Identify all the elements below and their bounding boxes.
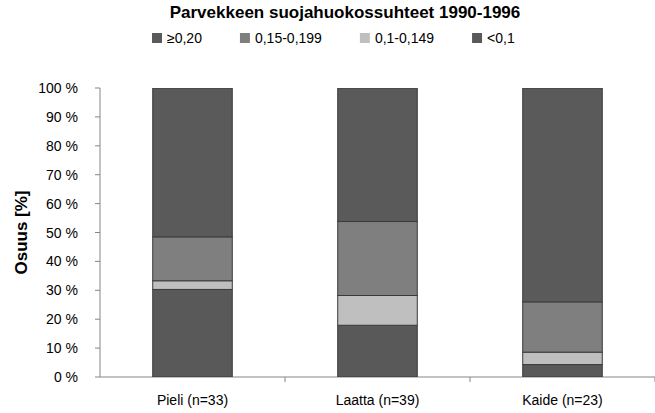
- y-tick-label: 70 %: [46, 167, 78, 183]
- y-tick-label: 40 %: [46, 253, 78, 269]
- y-tick: [95, 145, 100, 146]
- x-tick-label: Kaide (n=23): [522, 392, 603, 408]
- chart: Parvekkeen suojahuokossuhteet 1990-1996 O…: [0, 0, 655, 413]
- legend-swatch: [472, 33, 482, 43]
- bar-segment: [523, 88, 603, 302]
- bar-segment: [523, 352, 603, 364]
- bar-segment: [523, 302, 603, 352]
- x-tick: [470, 377, 471, 382]
- bar-segment: [338, 296, 418, 326]
- y-tick: [95, 348, 100, 349]
- legend-swatch: [152, 33, 162, 43]
- legend-swatch: [360, 33, 370, 43]
- y-tick-label: 20 %: [46, 311, 78, 327]
- y-tick-label: 90 %: [46, 109, 78, 125]
- y-tick-label: 80 %: [46, 138, 78, 154]
- y-axis-label: Osuus [%]: [12, 190, 31, 274]
- y-tick-label: 60 %: [46, 196, 78, 212]
- legend-label: <0,1: [487, 30, 515, 46]
- legend-swatch: [240, 33, 250, 43]
- y-tick: [95, 174, 100, 175]
- y-tick-label: 30 %: [46, 282, 78, 298]
- bar-segment: [338, 222, 418, 296]
- y-tick-label: 10 %: [46, 340, 78, 356]
- bar-segment: [338, 325, 418, 377]
- y-tick: [95, 319, 100, 320]
- y-tick: [95, 261, 100, 262]
- y-axis: [100, 88, 101, 377]
- x-tick: [285, 377, 286, 382]
- y-tick: [95, 88, 100, 89]
- y-tick: [95, 290, 100, 291]
- y-tick: [95, 377, 100, 378]
- bar-segment: [523, 365, 603, 377]
- bar-segment: [338, 88, 418, 222]
- legend-label: 0,1-0,149: [375, 30, 434, 46]
- y-tick: [95, 116, 100, 117]
- bars: [153, 88, 603, 377]
- y-tick-label: 50 %: [46, 225, 78, 241]
- bar-segment: [153, 289, 233, 377]
- x-tick-label: Pieli (n=33): [157, 392, 228, 408]
- y-tick-label: 0 %: [54, 369, 78, 385]
- y-tick: [95, 232, 100, 233]
- y-tick: [95, 203, 100, 204]
- bar-segment: [153, 281, 233, 290]
- title: Parvekkeen suojahuokossuhteet 1990-1996: [170, 3, 521, 22]
- y-tick-label: 100 %: [38, 80, 78, 96]
- bar-segment: [153, 237, 233, 281]
- legend-label: ≥0,20: [167, 30, 202, 46]
- bar-segment: [153, 88, 233, 237]
- legend-label: 0,15-0,199: [255, 30, 322, 46]
- x-tick-label: Laatta (n=39): [336, 392, 420, 408]
